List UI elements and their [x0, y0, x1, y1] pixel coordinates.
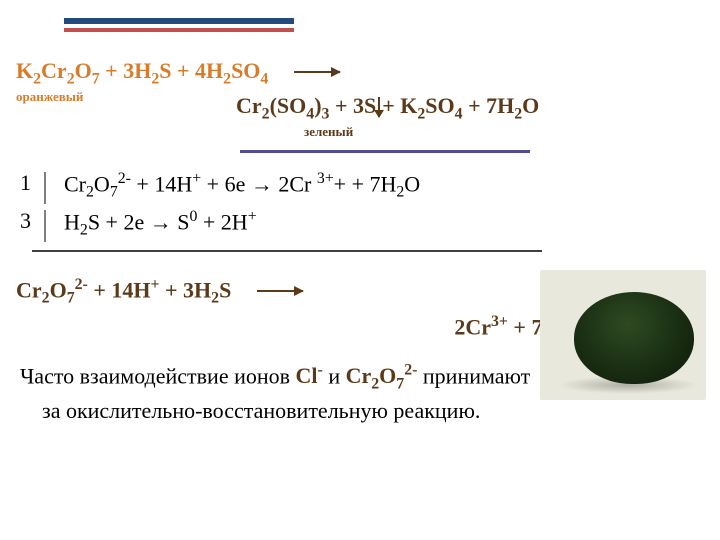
label-green: зеленый	[16, 125, 704, 138]
arrow-icon	[257, 290, 303, 292]
half-reaction-1: 1 Cr2O72- + 14H+ + 6e → 2Cr 3++ + 7H2O	[16, 170, 704, 204]
half-reaction-2: 3 H2S + 2e → S0 + 2H+	[16, 208, 704, 242]
compound-image	[540, 270, 706, 400]
arrow-icon	[294, 71, 340, 73]
arrow-down-icon	[378, 97, 380, 117]
half-reactions: 1 Cr2O72- + 14H+ + 6e → 2Cr 3++ + 7H2O 3…	[16, 170, 704, 242]
top-accent-bar	[64, 18, 294, 32]
equation-1-lhs: K2Cr2O7 + 3H2S + 4H2SO4	[16, 56, 704, 90]
paragraph-line2: за окислительно-восстановительную реакци…	[16, 396, 704, 427]
coef-1: 1	[16, 170, 44, 196]
equation-1-rhs: Cr2(SO4)3 + 3S+ K2SO4 + 7H2O	[16, 91, 704, 125]
vbar	[44, 210, 46, 242]
divider-line	[32, 250, 542, 252]
coef-2: 3	[16, 208, 44, 234]
vbar	[44, 172, 46, 204]
